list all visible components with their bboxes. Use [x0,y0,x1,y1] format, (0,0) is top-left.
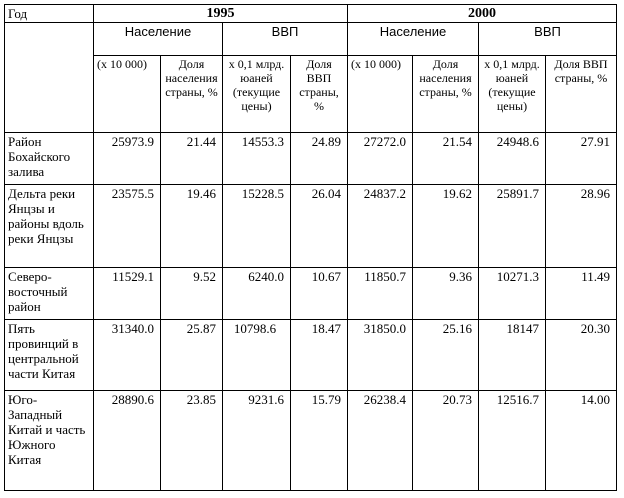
corner-cell: Год [4,4,94,23]
data-row: Пять провинций в центральной части Китая… [4,319,617,391]
data-cell: 31850.0 [347,319,413,391]
data-row: Северо-восточный район 11529.1 9.52 6240.0 1… [4,267,617,320]
year-header: 1995 [93,4,348,23]
data-cell: 11529.1 [93,267,161,320]
data-cell: 14.00 [545,390,617,491]
sub-header: Доля ВВП страны, % [545,55,617,133]
data-cell: 19.46 [160,184,223,268]
sub-header: (x 10 000) [347,55,413,133]
data-cell: 11.49 [545,267,617,320]
sub-header: Доля населения страны, % [160,55,223,133]
data-cell: 23575.5 [93,184,161,268]
group-row: Население ВВП Население ВВП [4,22,617,133]
data-cell: 10798.6 [222,319,291,391]
data-cell: 14553.3 [222,132,291,185]
data-cell: 21.54 [412,132,479,185]
data-cell: 18147 [478,319,546,391]
data-cell: 15228.5 [222,184,291,268]
data-cell: 27272.0 [347,132,413,185]
data-cell: 31340.0 [93,319,161,391]
table-body: Год 1995 2000 Население ВВП Население ВВП (x 10… [4,4,617,491]
data-cell: 28890.6 [93,390,161,491]
data-cell: 26.04 [290,184,348,268]
year-row: Год 1995 2000 [4,4,617,23]
group-header: ВВП [222,22,348,56]
data-cell: 21.44 [160,132,223,185]
region-name: Юго-Западный Китай и часть Южного Китая [4,390,94,491]
data-cell: 25891.7 [478,184,546,268]
data-cell: 24837.2 [347,184,413,268]
group-header: Население [347,22,479,56]
data-cell: 24.89 [290,132,348,185]
data-cell: 11850.7 [347,267,413,320]
sub-header: (x 10 000) [93,55,161,133]
sub-header: Доля населения страны, % [412,55,479,133]
data-cell: 19.62 [412,184,479,268]
data-cell: 10271.3 [478,267,546,320]
data-table: Год 1995 2000 Население ВВП Население ВВП (x 10… [4,4,617,491]
data-cell: 12516.7 [478,390,546,491]
data-cell: 6240.0 [222,267,291,320]
data-cell: 25973.9 [93,132,161,185]
sub-header: x 0,1 млрд. юаней (текущие цены) [478,55,546,133]
data-row: Дельта реки Янцзы и районы вдоль реки Ян… [4,184,617,268]
empty-cell [4,22,94,133]
data-cell: 9231.6 [222,390,291,491]
data-cell: 15.79 [290,390,348,491]
data-cell: 24948.6 [478,132,546,185]
data-cell: 9.52 [160,267,223,320]
region-name: Дельта реки Янцзы и районы вдоль реки Ян… [4,184,94,268]
data-row: Юго-Западный Китай и часть Южного Китая 2… [4,390,617,491]
data-cell: 9.36 [412,267,479,320]
data-cell: 23.85 [160,390,223,491]
region-name: Северо-восточный район [4,267,94,320]
subheader-row: (x 10 000) Доля населения страны, % x 0,1 … [5,55,617,133]
data-cell: 20.30 [545,319,617,391]
data-cell: 27.91 [545,132,617,185]
data-cell: 25.87 [160,319,223,391]
year-header: 2000 [347,4,617,23]
sub-header: x 0,1 млрд. юаней (текущие цены) [222,55,291,133]
data-cell: 10.67 [290,267,348,320]
region-name: Пять провинций в центральной части Китая [4,319,94,391]
group-header: ВВП [478,22,617,56]
sub-header: Доля ВВП страны, % [290,55,348,133]
group-header: Население [93,22,223,56]
data-row: Район Бохайского залива 25973.9 21.44 14553… [4,132,617,185]
data-cell: 18.47 [290,319,348,391]
data-cell: 28.96 [545,184,617,268]
region-name: Район Бохайского залива [4,132,94,185]
data-cell: 26238.4 [347,390,413,491]
data-cell: 20.73 [412,390,479,491]
data-cell: 25.16 [412,319,479,391]
